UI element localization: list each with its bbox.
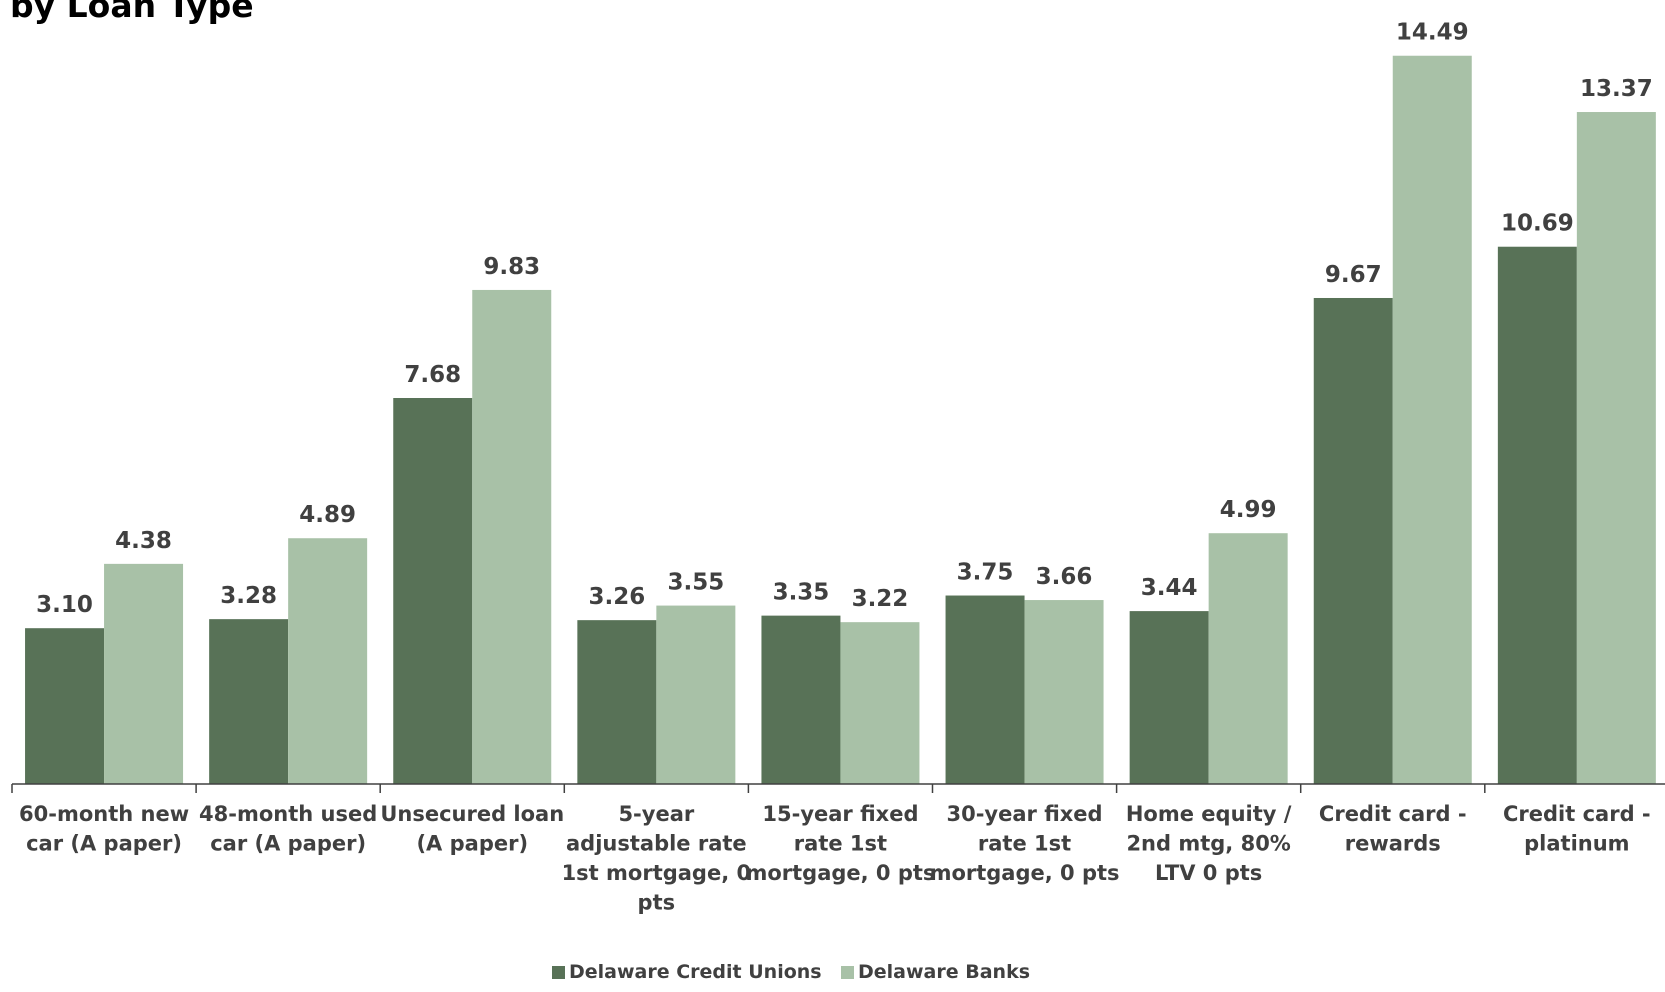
category-label-line: Home equity / [1126,802,1292,826]
category-label-line: (A paper) [416,832,528,856]
category-labels: 60-month new car (A paper) 48-month used ca… [19,802,1651,915]
legend-swatch-banks [841,966,854,979]
category-label-line: platinum [1524,832,1629,856]
data-label: 13.37 [1580,76,1653,102]
category-label-line: pts [638,891,676,915]
data-label: 3.44 [1141,575,1198,601]
category-label: Credit card - rewards [1319,802,1467,856]
data-label: 10.69 [1501,211,1574,237]
data-label: 3.55 [667,570,724,596]
bar-credit-unions-8 [1497,246,1577,784]
data-label: 3.26 [588,584,645,610]
chart-title: by Loan Type [10,0,254,25]
category-label-line: Credit card - [1319,802,1467,826]
bar-banks-3 [656,605,736,784]
data-label: 3.28 [220,583,277,609]
legend-swatch-credit-unions [552,966,565,979]
category-label: Credit card - platinum [1503,802,1651,856]
category-label: 48-month used car (A paper) [199,802,377,856]
bars-layer [25,55,1656,784]
bar-banks-4 [840,622,920,784]
category-label-line: 48-month used [199,802,377,826]
x-axis-ticks [11,784,1486,793]
data-label: 3.66 [1036,564,1093,590]
data-label: 4.38 [115,528,172,554]
legend-label-banks: Delaware Banks [858,961,1030,983]
data-label: 14.49 [1396,20,1469,46]
category-label-line: rate 1st [794,832,887,856]
category-label-line: 60-month new [19,802,189,826]
category-label: 60-month new car (A paper) [19,802,189,856]
category-label-line: mortgage, 0 pts [745,861,935,885]
category-label-line: rate 1st [978,832,1071,856]
category-label-line: 2nd mtg, 80% [1126,832,1290,856]
bar-credit-unions-3 [577,620,657,784]
bar-banks-0 [104,563,184,784]
value-labels-layer: 3.10 4.38 3.28 4.89 7.68 9.83 3.26 3.55 3.35 3.22… [36,20,1653,618]
bar-credit-unions-6 [1129,611,1209,784]
data-label: 3.35 [773,580,830,606]
category-label: 15-year fixed rate 1st mortgage, 0 pts [745,802,935,885]
bar-credit-unions-2 [393,398,473,784]
bar-banks-2 [472,289,552,784]
bar-banks-1 [288,538,368,784]
bar-credit-unions-1 [209,619,289,784]
bar-credit-unions-7 [1313,297,1393,784]
category-label-line: 30-year fixed [946,802,1102,826]
bar-banks-5 [1024,600,1104,784]
category-label: Home equity / 2nd mtg, 80% LTV 0 pts [1126,802,1292,885]
category-label-line: car (A paper) [26,832,182,856]
legend: Delaware Credit Unions Delaware Banks [552,961,1030,983]
bar-credit-unions-0 [25,628,105,784]
category-label-line: 5-year [618,802,694,826]
data-label: 3.10 [36,592,93,618]
category-label: 30-year fixed rate 1st mortgage, 0 pts [930,802,1120,885]
bar-banks-8 [1576,112,1656,784]
data-label: 9.83 [483,254,540,280]
category-label-line: mortgage, 0 pts [930,861,1120,885]
category-label-line: LTV 0 pts [1155,861,1262,885]
legend-label-credit-unions: Delaware Credit Unions [569,961,822,983]
bar-credit-unions-5 [945,595,1025,784]
category-label: 5-year adjustable rate 1st mortgage, 0 pts [562,802,752,915]
data-label: 4.89 [299,502,356,528]
category-label-line: Credit card - [1503,802,1651,826]
category-label-line: 15-year fixed [762,802,918,826]
data-label: 9.67 [1325,262,1382,288]
data-label: 7.68 [404,362,461,388]
category-label-line: rewards [1345,832,1441,856]
bar-credit-unions-4 [761,615,841,784]
data-label: 4.99 [1220,497,1277,523]
data-label: 3.22 [852,586,909,612]
bar-banks-7 [1392,55,1472,784]
category-label-line: 1st mortgage, 0 [562,861,752,885]
category-label-line: Unsecured loan [380,802,564,826]
bar-banks-6 [1208,533,1288,784]
category-label: Unsecured loan (A paper) [380,802,564,856]
category-label-line: adjustable rate [566,832,747,856]
data-label: 3.75 [957,560,1014,586]
category-label-line: car (A paper) [210,832,366,856]
